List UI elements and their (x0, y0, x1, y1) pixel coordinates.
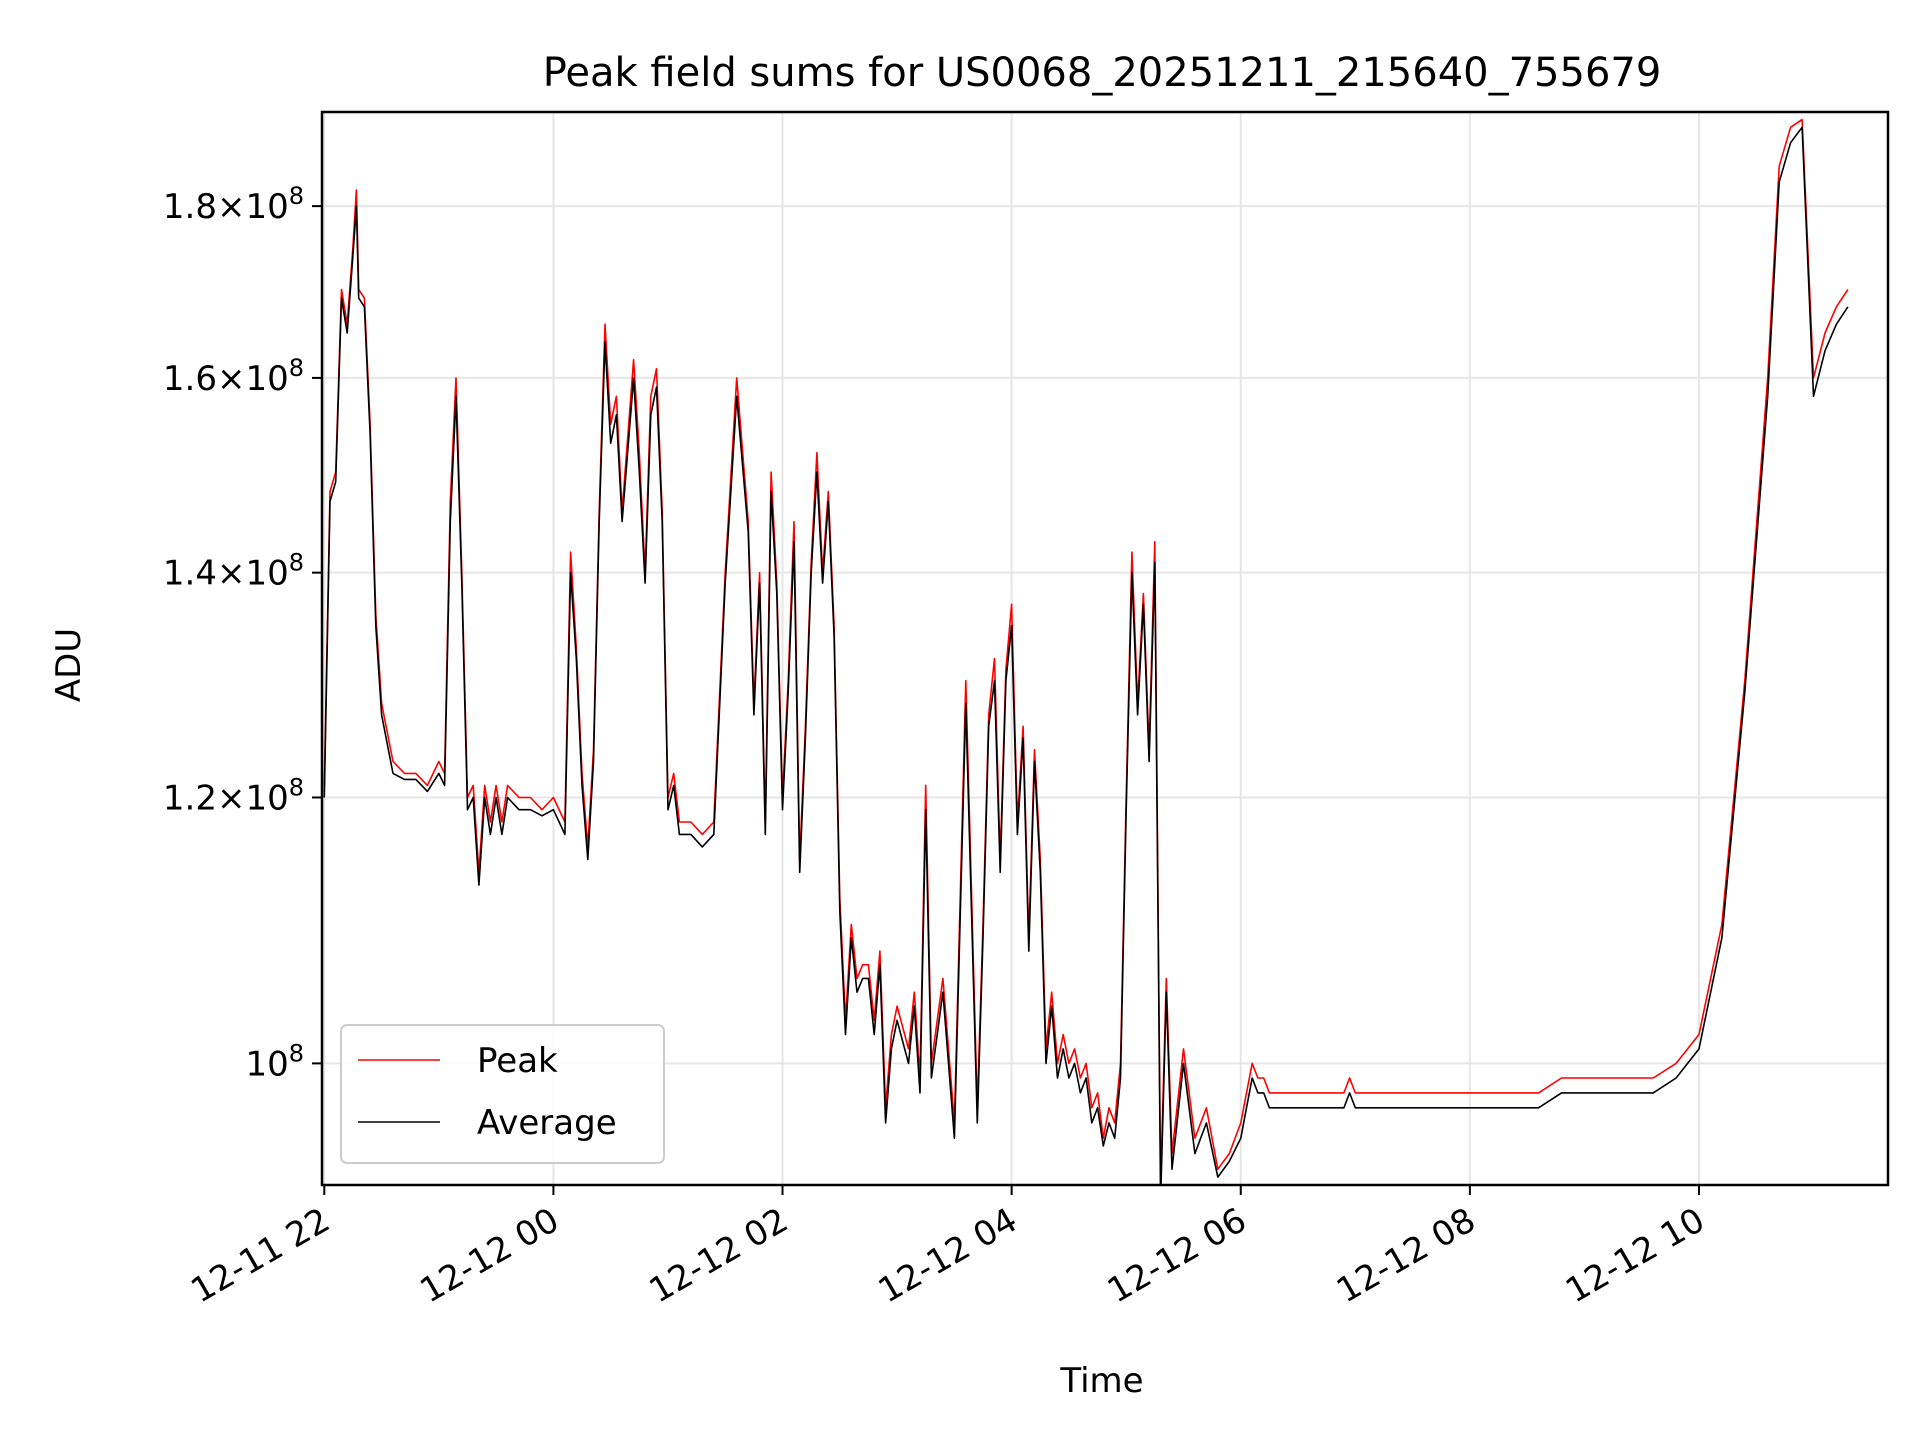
y-axis-label: ADU (49, 628, 89, 702)
y-axis: 108 1.2×108 1.4×108 1.6×108 1.8×108 (163, 182, 322, 1084)
legend-label-peak: Peak (477, 1041, 558, 1081)
legend: Peak Average (340, 1024, 665, 1164)
series-layer (323, 118, 1849, 1185)
y-tick-label: 1.4×108 (163, 549, 304, 594)
y-tick-label: 1.6×108 (163, 354, 304, 399)
y-tick-label: 1.2×108 (163, 773, 304, 818)
chart-title: Peak field sums for US0068_20251211_2156… (543, 50, 1662, 96)
y-tick-label: 1.8×108 (163, 182, 304, 227)
plot-frame (320, 110, 1890, 1187)
y-tick-label: 108 (245, 1039, 304, 1084)
x-axis-label: Time (1059, 1361, 1143, 1401)
series-line-average (323, 126, 1849, 1185)
legend-label-average: Average (477, 1103, 617, 1143)
